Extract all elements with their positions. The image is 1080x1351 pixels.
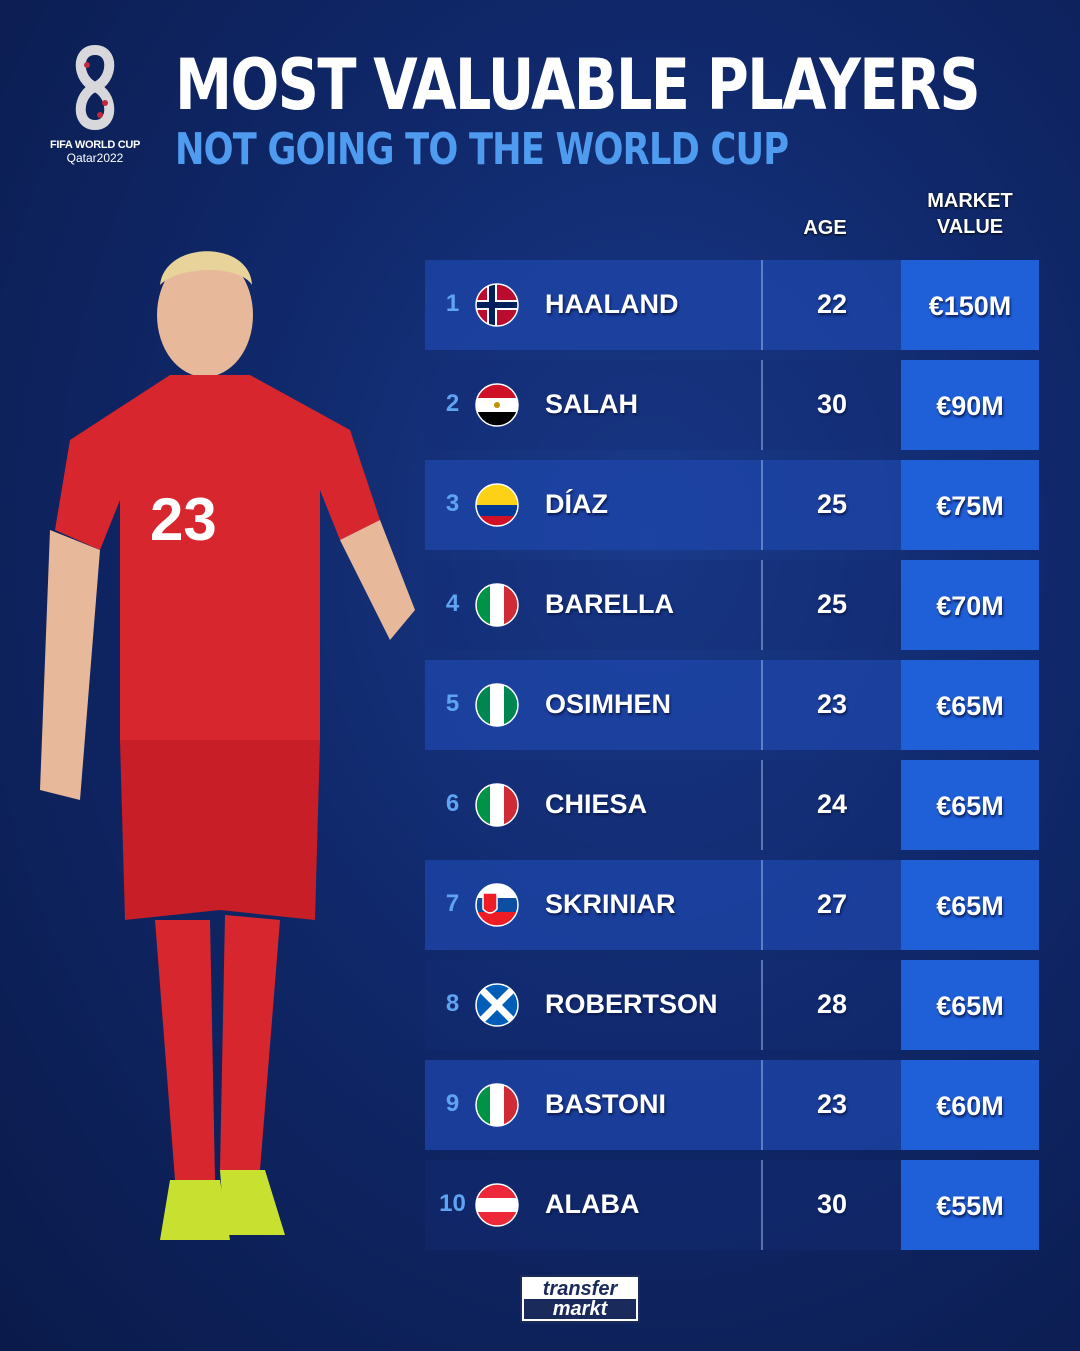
player-name: DÍAZ xyxy=(545,489,608,519)
column-divider xyxy=(761,760,763,850)
rank: 3 xyxy=(445,490,460,517)
brand-text-bottom: markt xyxy=(524,1299,636,1319)
player-name: SKRINIAR xyxy=(545,889,676,919)
scotland-flag-icon xyxy=(475,983,519,1027)
logo-text: FIFA WORLD CUP xyxy=(49,139,141,151)
brand-text-top: transfer xyxy=(542,1278,618,1300)
slovakia-flag-icon xyxy=(475,883,519,927)
rank: 9 xyxy=(445,1090,460,1117)
column-divider xyxy=(761,260,763,350)
column-header-market-value: MARKET VALUE xyxy=(927,190,1013,238)
player-age: 25 xyxy=(816,489,848,519)
rank: 8 xyxy=(445,990,460,1017)
column-divider xyxy=(761,660,763,750)
player-age: 30 xyxy=(816,389,848,419)
player-age: 23 xyxy=(816,1089,848,1119)
player-name: CHIESA xyxy=(545,789,648,819)
table-row: 7 SKRINIAR 27 €65M xyxy=(425,860,1039,950)
player-photo: 23 xyxy=(40,251,415,1240)
player-age: 22 xyxy=(816,289,848,319)
page-subtitle: NOT GOING TO THE WORLD CUP xyxy=(175,124,789,175)
column-divider xyxy=(761,1160,763,1250)
world-cup-trophy-icon xyxy=(75,44,115,131)
column-divider xyxy=(761,360,763,450)
column-divider xyxy=(761,860,763,950)
logo-subtext: Qatar2022 xyxy=(66,151,124,165)
market-value: €75M xyxy=(901,460,1039,550)
table-row: 4 BARELLA 25 €70M xyxy=(425,560,1039,650)
player-name: BASTONI xyxy=(545,1089,667,1119)
transfermarkt-logo: transfer markt xyxy=(520,1275,640,1323)
market-value: €55M xyxy=(901,1160,1039,1250)
austria-flag-icon xyxy=(475,1183,519,1227)
player-name: ROBERTSON xyxy=(545,989,718,1019)
page-title: MOST VALUABLE PLAYERS xyxy=(175,44,981,126)
player-age: 30 xyxy=(816,1189,848,1219)
market-value: €150M xyxy=(901,260,1039,350)
norway-flag-icon xyxy=(475,283,519,327)
player-name: SALAH xyxy=(545,389,638,419)
column-divider xyxy=(761,960,763,1050)
table-row: 1 HAALAND 22 €150M xyxy=(425,260,1039,350)
player-age: 24 xyxy=(816,789,848,819)
player-name: OSIMHEN xyxy=(545,689,672,719)
rank: 10 xyxy=(439,1190,466,1217)
table-row: 10 ALABA 30 €55M xyxy=(425,1160,1039,1250)
player-age: 23 xyxy=(816,689,848,719)
table-row: 5 OSIMHEN 23 €65M xyxy=(425,660,1039,750)
market-value: €65M xyxy=(901,960,1039,1050)
player-age: 27 xyxy=(816,889,848,919)
market-value: €90M xyxy=(901,360,1039,450)
market-value: €65M xyxy=(901,660,1039,750)
market-value: €65M xyxy=(901,860,1039,950)
player-name: BARELLA xyxy=(545,589,674,619)
rank: 2 xyxy=(445,390,460,417)
rank: 4 xyxy=(445,590,460,617)
column-divider xyxy=(761,1060,763,1150)
market-value: €65M xyxy=(901,760,1039,850)
italy-flag-icon xyxy=(475,783,519,827)
table-row: 3 DÍAZ 25 €75M xyxy=(425,460,1039,550)
market-value: €70M xyxy=(901,560,1039,650)
svg-text:23: 23 xyxy=(150,486,217,553)
italy-flag-icon xyxy=(475,1083,519,1127)
italy-flag-icon xyxy=(475,583,519,627)
rank: 6 xyxy=(445,790,460,817)
rank: 1 xyxy=(445,290,460,317)
player-age: 25 xyxy=(816,589,848,619)
player-name: HAALAND xyxy=(545,289,679,319)
fifa-world-cup-logo: FIFA WORLD CUP Qatar2022 xyxy=(45,44,145,170)
table-row: 2 SALAH 30 €90M xyxy=(425,360,1039,450)
column-header-age: AGE xyxy=(803,217,847,239)
column-divider xyxy=(761,560,763,650)
table-row: 8 ROBERTSON 28 €65M xyxy=(425,960,1039,1050)
rank: 7 xyxy=(445,890,460,917)
market-value: €60M xyxy=(901,1060,1039,1150)
player-age: 28 xyxy=(816,989,848,1019)
player-name: ALABA xyxy=(545,1189,640,1219)
table-row: 9 BASTONI 23 €60M xyxy=(425,1060,1039,1150)
table-row: 6 CHIESA 24 €65M xyxy=(425,760,1039,850)
egypt-flag-icon xyxy=(475,383,519,427)
rank: 5 xyxy=(445,690,460,717)
colombia-flag-icon xyxy=(475,483,519,527)
nigeria-flag-icon xyxy=(475,683,519,727)
column-divider xyxy=(761,460,763,550)
